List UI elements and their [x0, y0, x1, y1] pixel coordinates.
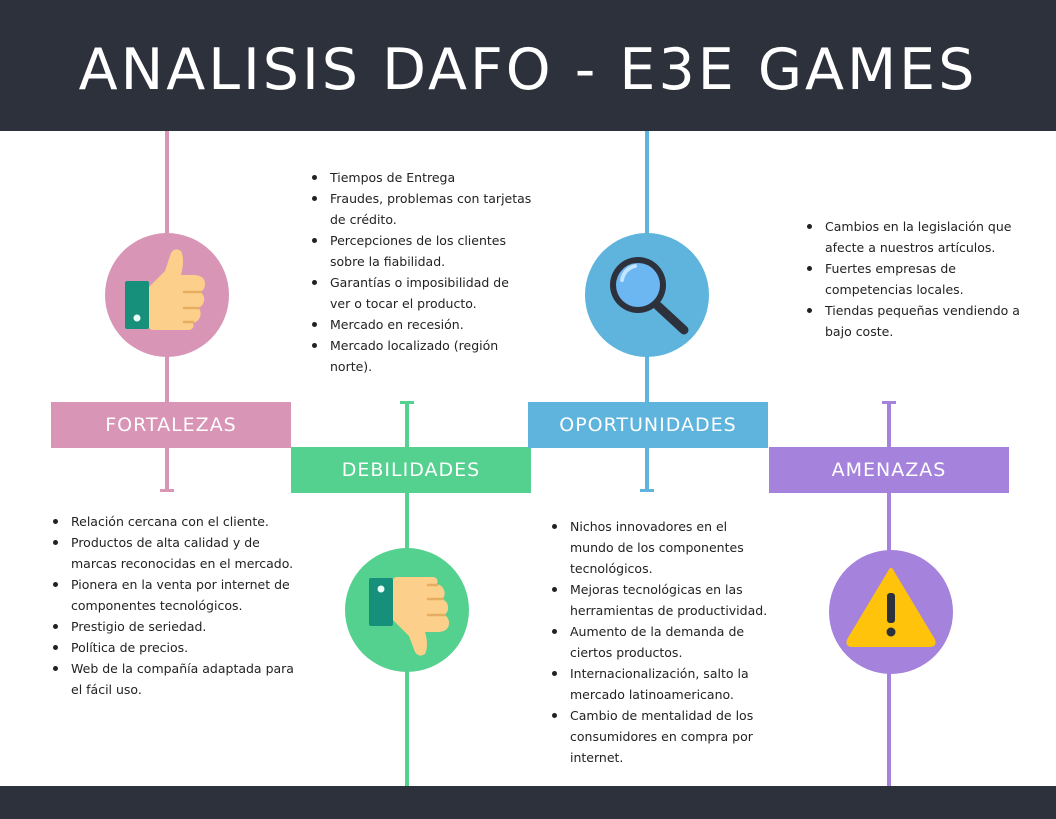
list-item: Mercado localizado (región norte).: [310, 335, 532, 377]
thumbs-up-icon: [125, 249, 205, 330]
list-item: Mejoras tecnológicas en las herramientas…: [550, 579, 772, 621]
list-item: Percepciones de los clientes sobre la fi…: [310, 230, 532, 272]
oportunidades-circle: [585, 233, 709, 357]
list-item: Productos de alta calidad y de marcas re…: [51, 532, 296, 574]
list-item: Mercado en recesión.: [310, 314, 532, 335]
magnifier-icon: [610, 257, 689, 335]
list-item: Relación cercana con el cliente.: [51, 511, 296, 532]
fortalezas-label: FORTALEZAS: [51, 402, 291, 448]
amenazas-line-cap: [882, 401, 896, 404]
list-item: Prestigio de seriedad.: [51, 616, 296, 637]
fortalezas-line-cap: [160, 489, 174, 492]
header-bar: [0, 0, 1056, 131]
oportunidades-label: OPORTUNIDADES: [528, 402, 768, 448]
debilidades-label: DEBILIDADES: [291, 447, 531, 493]
debilidades-circle: [345, 548, 469, 672]
warning-icon: [846, 568, 936, 647]
list-item: Tiempos de Entrega: [310, 167, 532, 188]
list-item: Fraudes, problemas con tarjetas de crédi…: [310, 188, 532, 230]
list-item: Fuertes empresas de competencias locales…: [805, 258, 1020, 300]
list-item: Web de la compañía adaptada para el fáci…: [51, 658, 296, 700]
list-item: Internacionalización, salto la mercado l…: [550, 663, 772, 705]
list-item: Cambios en la legislación que afecte a n…: [805, 216, 1020, 258]
amenazas-label: AMENAZAS: [769, 447, 1009, 493]
amenazas-circle: [829, 550, 953, 674]
oportunidades-line-cap: [640, 489, 654, 492]
list-item: Pionera en la venta por internet de comp…: [51, 574, 296, 616]
list-item: Política de precios.: [51, 637, 296, 658]
debilidades-list: Tiempos de Entrega Fraudes, problemas co…: [310, 167, 532, 377]
list-item: Tiendas pequeñas vendiendo a bajo coste.: [805, 300, 1020, 342]
oportunidades-list: Nichos innovadores en el mundo de los co…: [550, 516, 772, 768]
thumbs-down-icon: [369, 577, 449, 656]
footer-bar: [0, 786, 1056, 819]
amenazas-list: Cambios en la legislación que afecte a n…: [805, 216, 1020, 342]
list-item: Nichos innovadores en el mundo de los co…: [550, 516, 772, 579]
fortalezas-circle: [105, 233, 229, 357]
list-item: Garantías o imposibilidad de ver o tocar…: [310, 272, 532, 314]
page-title: ANALISIS DAFO - E3E GAMES: [78, 37, 978, 103]
debilidades-line-cap: [400, 401, 414, 404]
list-item: Cambio de mentalidad de los consumidores…: [550, 705, 772, 768]
fortalezas-list: Relación cercana con el cliente. Product…: [51, 511, 296, 700]
list-item: Aumento de la demanda de ciertos product…: [550, 621, 772, 663]
